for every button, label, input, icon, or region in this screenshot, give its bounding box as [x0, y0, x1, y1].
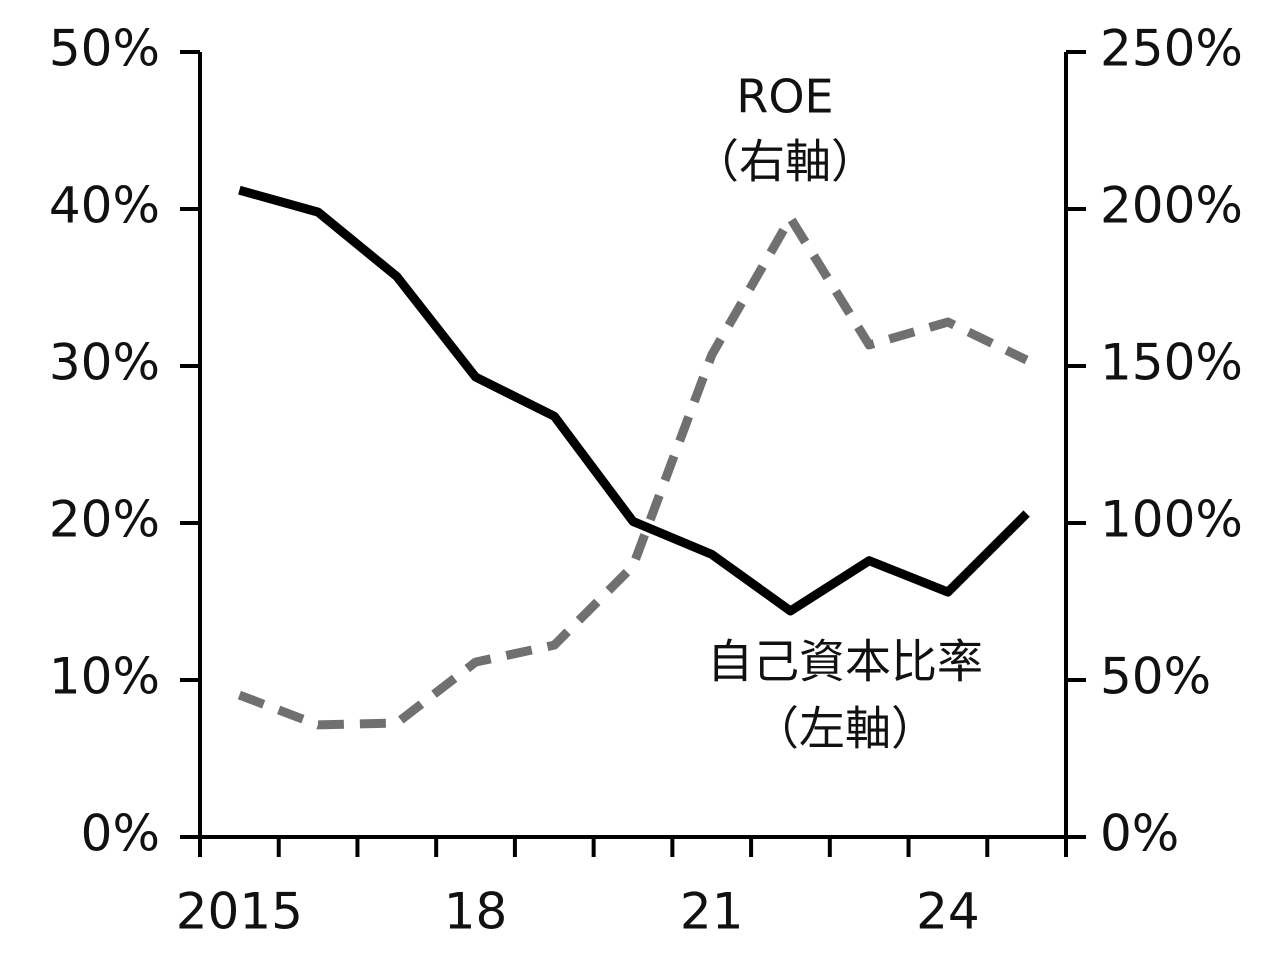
axis-note: （左軸） — [753, 702, 937, 756]
series-label: 自己資本比率 — [707, 635, 983, 689]
y2-tick-label: 150% — [1100, 334, 1243, 392]
y2-tick-label: 250% — [1100, 20, 1243, 78]
axis-note: （右軸） — [693, 135, 877, 189]
y-tick-label: 50% — [49, 20, 160, 78]
y-tick-label: 0% — [81, 805, 160, 863]
x-tick-label: 24 — [916, 883, 980, 941]
y-tick-label: 30% — [49, 334, 160, 392]
y-tick-label: 20% — [49, 491, 160, 549]
series-line — [238, 185, 1030, 616]
y2-tick-label: 0% — [1100, 805, 1179, 863]
x-tick-label: 2015 — [176, 883, 303, 941]
x-tick-label: 21 — [680, 883, 744, 941]
series-line — [237, 213, 1029, 730]
y-tick-label: 10% — [49, 648, 160, 706]
y2-tick-label: 200% — [1100, 177, 1243, 235]
y2-tick-label: 50% — [1100, 648, 1211, 706]
y-tick-label: 40% — [49, 177, 160, 235]
series-label: ROE — [736, 70, 833, 124]
y2-tick-label: 100% — [1100, 491, 1243, 549]
x-tick-label: 18 — [444, 883, 508, 941]
